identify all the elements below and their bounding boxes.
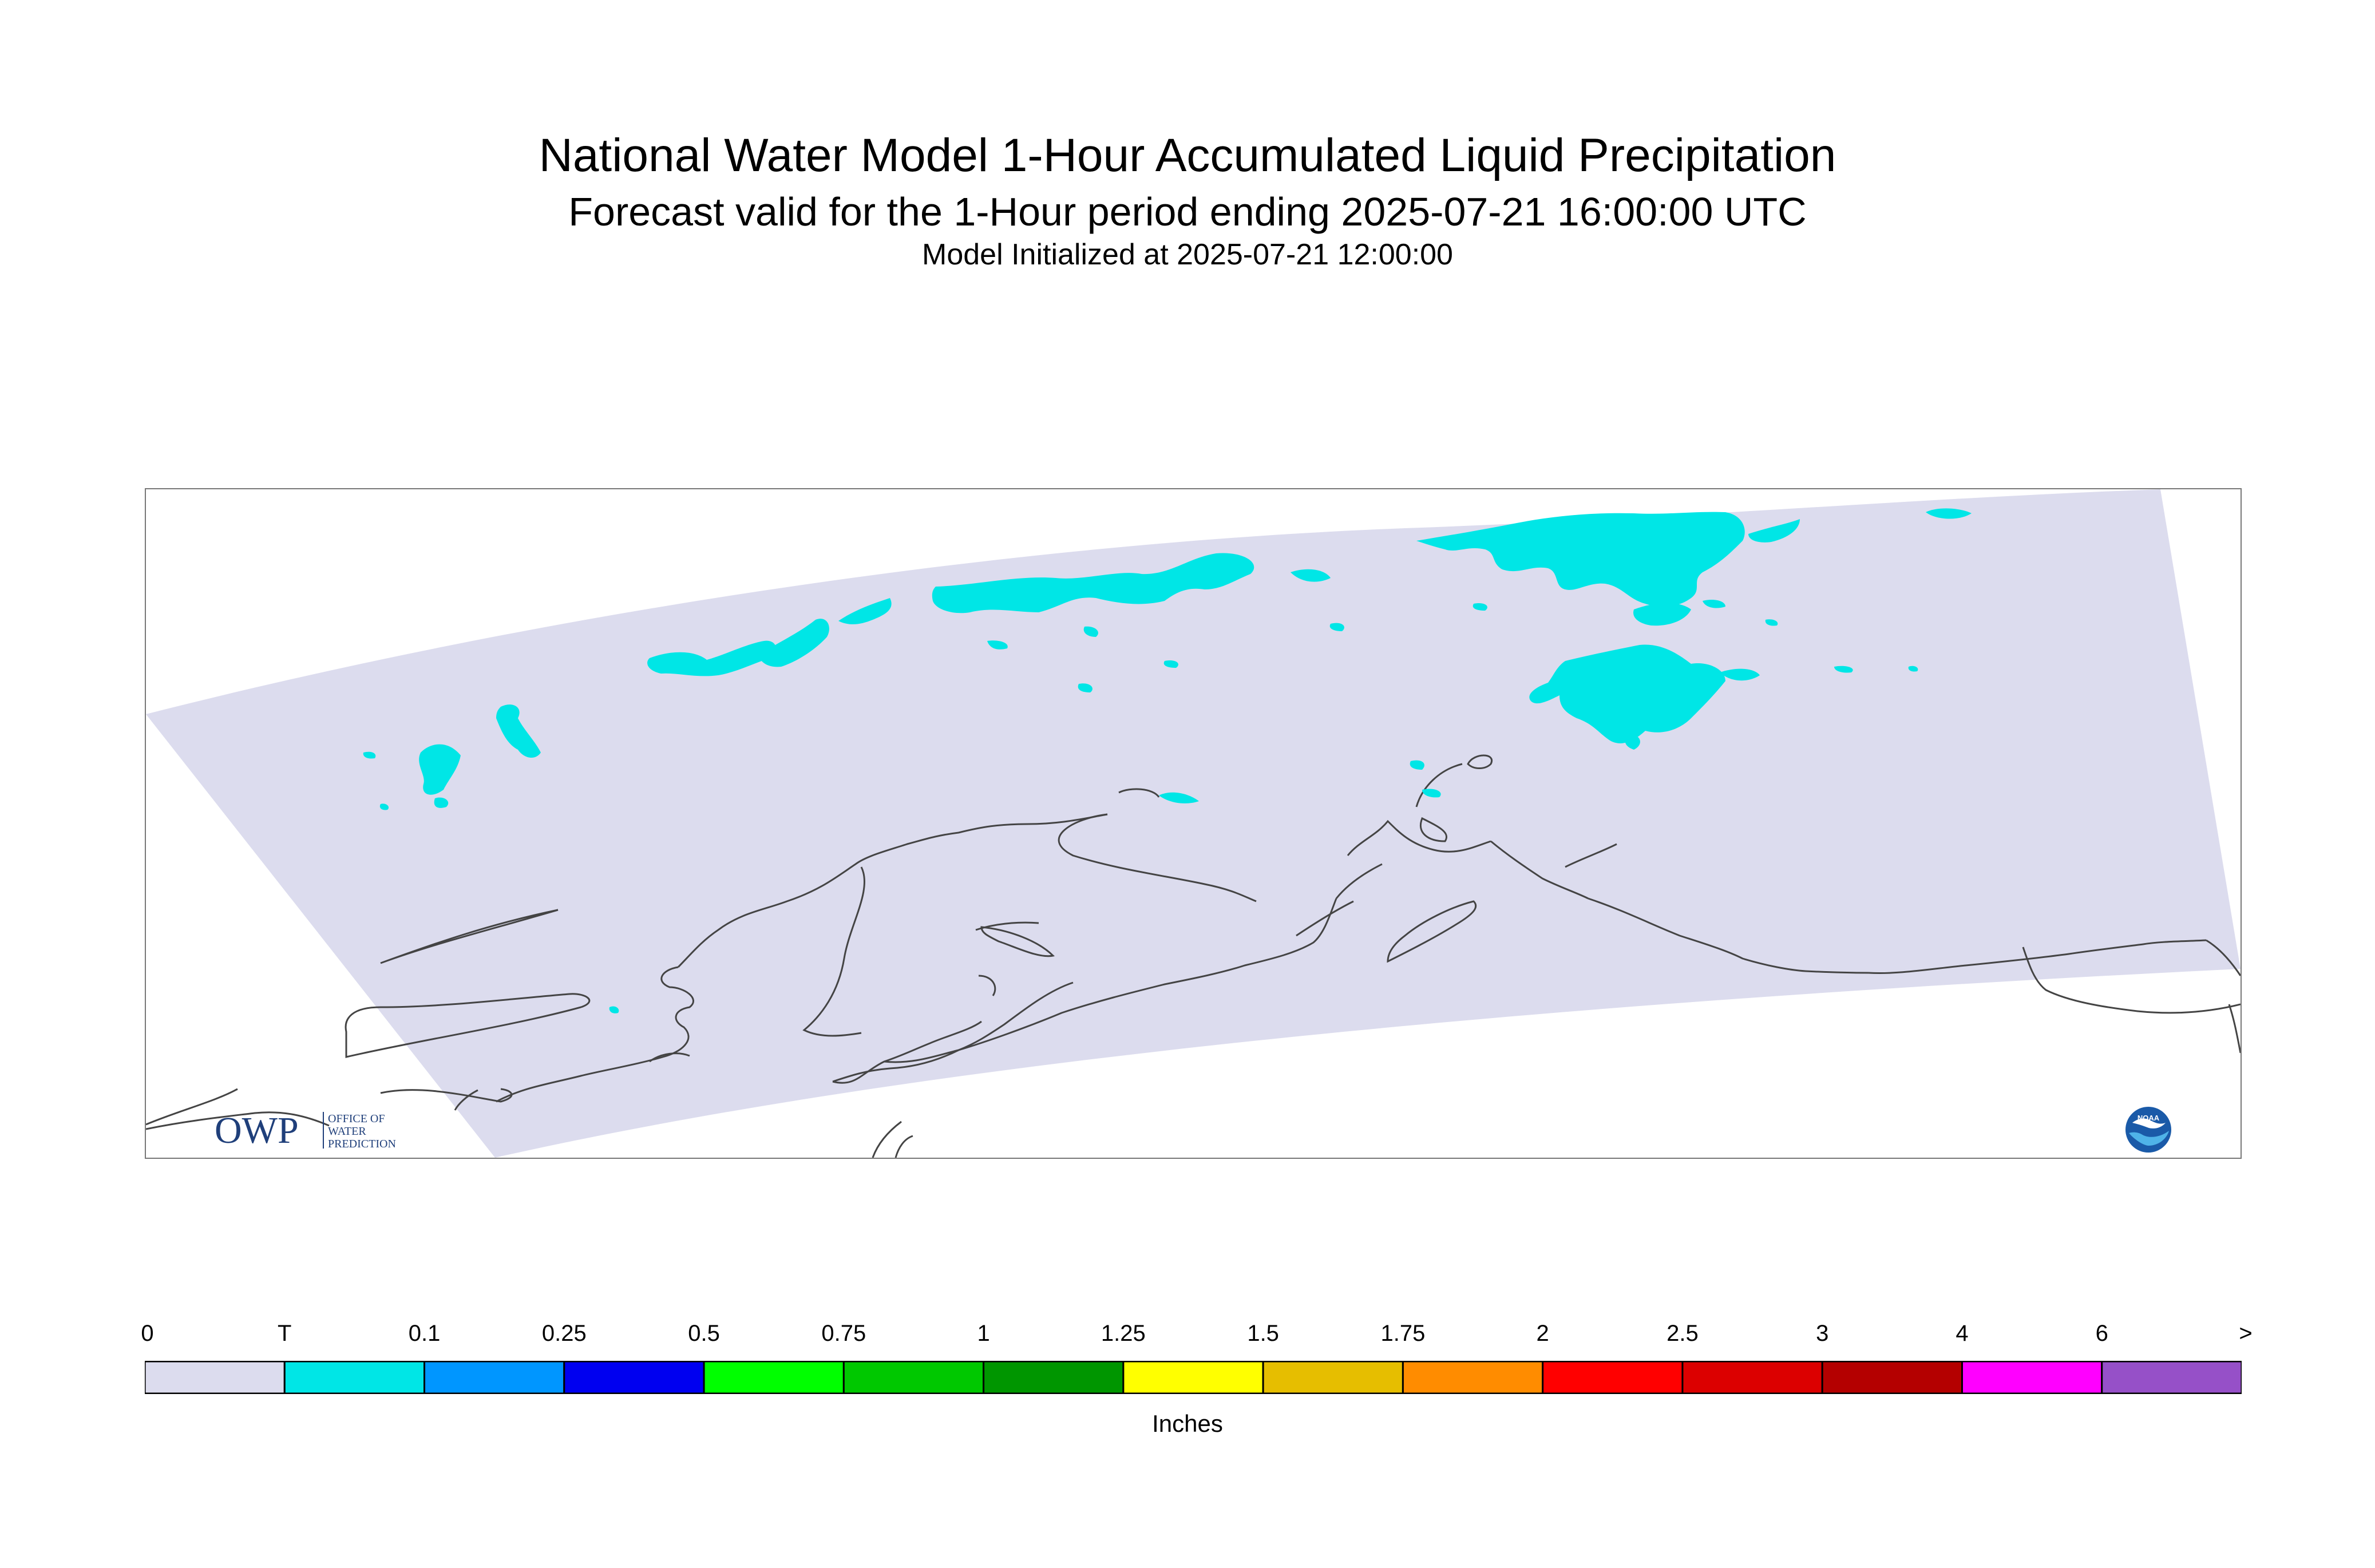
legend-tick-label: > xyxy=(2239,1321,2253,1346)
legend-swatch-12 xyxy=(1821,1361,1963,1394)
legend-tick-label: 4 xyxy=(1956,1321,1969,1346)
precip-trace xyxy=(363,508,1972,1013)
owp-logo-line-2: WATER xyxy=(328,1125,366,1138)
legend-swatch-6 xyxy=(983,1361,1125,1394)
legend-swatch-2 xyxy=(423,1361,565,1394)
legend-tick-label: 0 xyxy=(141,1321,154,1346)
owp-logo: OWP OFFICE OF WATER PREDICTION xyxy=(215,1110,396,1151)
legend-units: Inches xyxy=(1152,1410,1223,1437)
color-legend xyxy=(145,1361,2242,1394)
noaa-logo-text: NOAA xyxy=(2138,1114,2160,1122)
owp-logo-line-3: PREDICTION xyxy=(328,1138,396,1150)
legend-swatch-5 xyxy=(842,1361,985,1394)
precipitation-map xyxy=(146,489,2241,1158)
model-domain xyxy=(146,489,2241,1158)
noaa-logo: NOAA xyxy=(2125,1107,2171,1153)
legend-tick-label: 0.25 xyxy=(541,1321,587,1346)
legend-swatch-0 xyxy=(145,1361,286,1394)
legend-swatch-11 xyxy=(1681,1361,1823,1394)
legend-swatch-9 xyxy=(1402,1361,1544,1394)
legend-tick-label: 0.75 xyxy=(821,1321,866,1346)
legend-tick-label: 1.75 xyxy=(1380,1321,1426,1346)
legend-swatch-1 xyxy=(283,1361,426,1394)
legend-tick-label: 1.25 xyxy=(1101,1321,1146,1346)
map-subtitle: Forecast valid for the 1-Hour period end… xyxy=(568,189,1807,234)
legend-tick-label: 6 xyxy=(2095,1321,2108,1346)
legend-tick-label: 2.5 xyxy=(1667,1321,1699,1346)
legend-tick-label: 0.5 xyxy=(688,1321,720,1346)
legend-tick-label: 1 xyxy=(977,1321,990,1346)
legend-tick-label: 2 xyxy=(1536,1321,1549,1346)
legend-swatch-4 xyxy=(703,1361,845,1394)
legend-tick-label: T xyxy=(278,1321,292,1346)
legend-swatch-10 xyxy=(1542,1361,1684,1394)
legend-swatch-7 xyxy=(1122,1361,1264,1394)
legend-tick-label: 0.1 xyxy=(408,1321,441,1346)
coastlines xyxy=(146,754,2241,1158)
legend-tick-label: 1.5 xyxy=(1247,1321,1279,1346)
legend-swatch-14 xyxy=(2101,1361,2242,1394)
legend-tick-label: 3 xyxy=(1816,1321,1829,1346)
map-title: National Water Model 1-Hour Accumulated … xyxy=(539,129,1836,181)
map-frame xyxy=(145,488,2242,1159)
legend-swatch-3 xyxy=(563,1361,705,1394)
owp-logo-line-1: OFFICE OF xyxy=(328,1112,385,1125)
model-init-line: Model Initialized at 2025-07-21 12:00:00 xyxy=(922,238,1453,271)
legend-swatch-13 xyxy=(1961,1361,2103,1394)
owp-logo-mark: OWP xyxy=(215,1110,299,1151)
legend-swatch-8 xyxy=(1262,1361,1404,1394)
